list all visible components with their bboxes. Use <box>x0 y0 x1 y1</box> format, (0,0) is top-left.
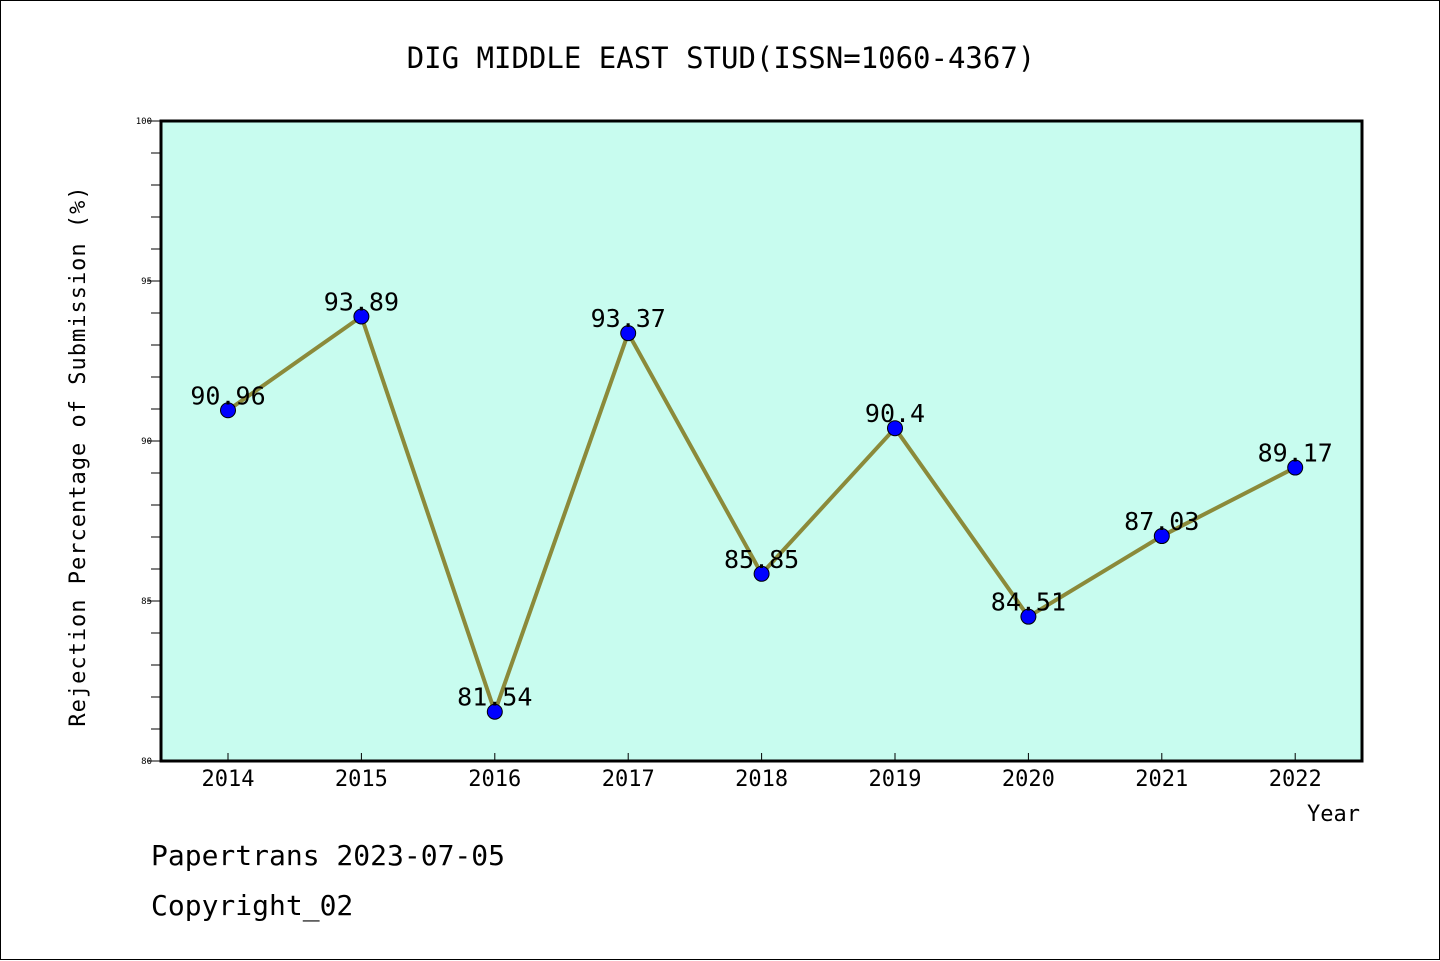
x-tick-label: 2022 <box>1269 767 1322 792</box>
y-axis-label: Rejection Percentage of Submission (%) <box>66 185 91 726</box>
data-label: 90.4 <box>865 399 925 428</box>
data-label: 89.17 <box>1258 439 1333 468</box>
data-point <box>353 308 370 325</box>
series-group: 90.96 93.89 81.54 93.37 85.85 90.4 84.51 87.03 8… <box>190 288 1333 720</box>
x-tick-label: 2020 <box>1002 767 1055 792</box>
x-tick-labels: 2014 2015 2016 2017 2018 2019 2020 2021 2022 <box>202 767 1322 792</box>
x-axis-label: Year <box>1307 802 1360 827</box>
data-label: 93.89 <box>324 288 399 317</box>
y-major-ticks <box>147 120 161 762</box>
y-minor-ticks <box>151 152 161 730</box>
plot-border <box>159 119 1364 763</box>
y-tick-label: 90 <box>141 437 152 447</box>
x-tick-label: 2018 <box>735 767 788 792</box>
x-tick-label: 2015 <box>335 767 388 792</box>
data-point <box>620 325 637 342</box>
y-tick-label: 85 <box>141 597 152 607</box>
x-tick-label: 2016 <box>468 767 521 792</box>
y-tick-labels: 80 85 90 95 100 <box>136 117 152 767</box>
data-point <box>753 565 770 582</box>
data-point <box>1020 608 1037 625</box>
x-tick-label: 2019 <box>869 767 922 792</box>
data-label: 84.51 <box>991 588 1066 617</box>
data-point <box>887 420 903 437</box>
plot-area <box>161 121 1362 761</box>
data-label: 81.54 <box>457 683 532 712</box>
chart-title: DIG MIDDLE EAST STUD(ISSN=1060-4367) <box>407 41 1036 75</box>
y-tick-label: 80 <box>141 757 152 767</box>
x-tick-label: 2017 <box>602 767 655 792</box>
x-tick-label: 2014 <box>202 767 255 792</box>
data-label: 85.85 <box>724 545 799 574</box>
footer-copyright: Copyright_02 <box>151 889 353 923</box>
data-point <box>1153 528 1170 545</box>
data-point <box>220 402 236 419</box>
y-tick-label: 95 <box>141 277 152 287</box>
footer-source: Papertrans 2023-07-05 <box>151 839 505 872</box>
data-label: 93.37 <box>591 304 666 333</box>
data-label: 87.03 <box>1124 507 1199 536</box>
y-tick-label: 100 <box>136 117 152 127</box>
data-point <box>1287 459 1304 476</box>
x-tick-label: 2021 <box>1135 767 1188 792</box>
data-label: 90.96 <box>190 381 265 410</box>
data-point <box>486 703 503 720</box>
